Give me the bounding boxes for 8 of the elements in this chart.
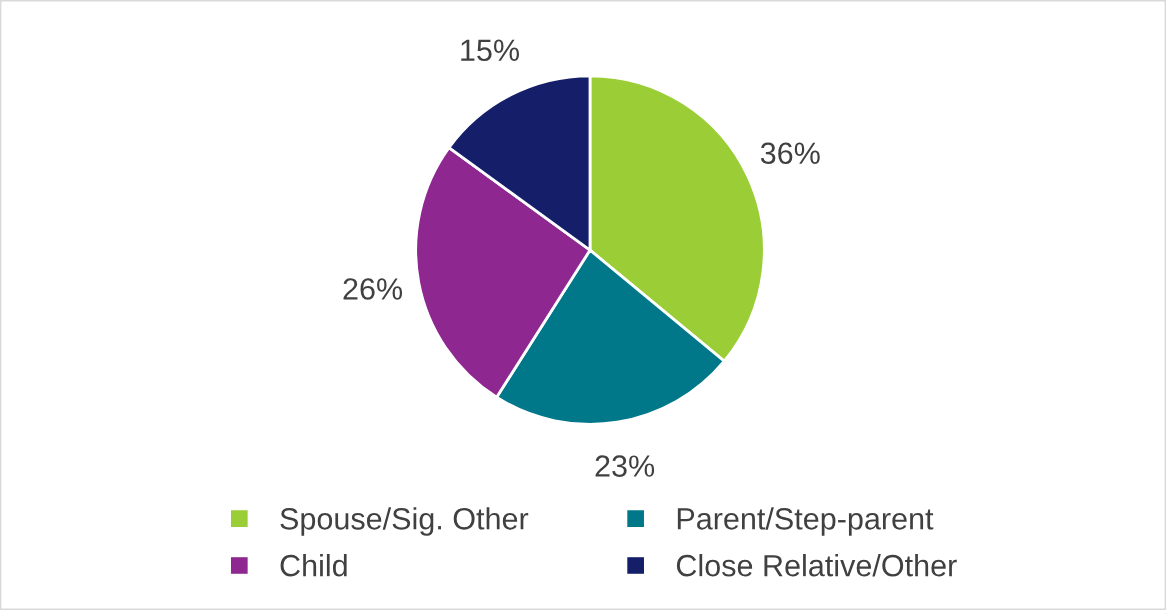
legend-label: Close Relative/Other: [676, 554, 957, 577]
data-label: 15%: [461, 39, 519, 62]
data-label: 23%: [595, 455, 655, 477]
data-label: 26%: [343, 278, 403, 300]
legend-label: Spouse/Sig. Other: [280, 507, 529, 536]
legend-label: Parent/Step-parent: [677, 507, 934, 536]
legend-label: Child: [280, 554, 347, 577]
data-label: 36%: [760, 142, 820, 165]
